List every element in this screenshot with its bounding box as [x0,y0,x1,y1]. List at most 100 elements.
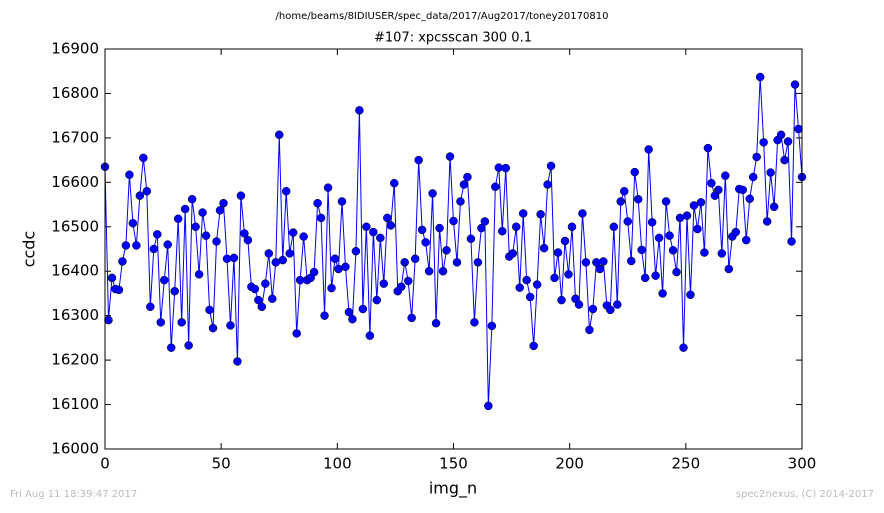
footer-left: Fri Aug 11 18:39:47 2017 [10,489,137,500]
data-point [208,323,218,333]
footer-right: spec2nexus, (C) 2014-2017 [736,489,874,500]
data-point [463,172,472,182]
data-point [546,161,556,171]
data-point [114,285,124,295]
x-tick-label: 250 [672,455,701,473]
data-point [783,137,793,146]
data-point [313,198,322,208]
data-point [452,258,462,267]
data-point [330,254,340,264]
data-point [585,325,594,335]
y-tick-label: 16600 [51,173,99,191]
data-point [316,213,326,223]
y-axis-label: ccdc [20,231,39,268]
data-point [578,209,587,218]
data-point [518,209,528,218]
data-point [194,270,204,279]
data-point [187,194,197,204]
data-point [470,318,479,327]
data-point [741,235,751,245]
data-point [637,245,646,255]
data-point [424,266,434,276]
data-point [386,221,396,230]
data-point [449,216,458,226]
data-point [651,271,660,280]
data-point [431,318,441,328]
data-point [156,318,166,327]
data-point [456,197,465,206]
x-tick-label: 200 [555,455,584,473]
data-point [292,329,301,338]
data-point [665,231,674,240]
data-point [132,241,141,250]
data-point [633,194,643,204]
data-point [236,191,246,200]
data-point [748,172,758,182]
data-point [700,248,709,257]
data-point [658,289,667,298]
chart-title: /home/beams/8IDIUSER/spec_data/2017/Aug2… [276,11,609,22]
data-point [532,280,542,289]
data-point [212,237,221,246]
data-point [250,284,260,294]
data-point [118,257,127,266]
data-point [222,254,232,264]
data-point [288,228,298,237]
data-point [309,267,319,277]
data-point [376,233,385,243]
data-point [191,222,200,232]
data-point [630,167,639,177]
data-point [609,222,619,232]
data-point [407,313,416,323]
data-point [717,249,727,258]
data-point [616,197,626,206]
data-point [686,290,695,300]
data-point [522,275,531,285]
data-point [623,217,632,226]
data-point [477,223,486,233]
y-tick-label: 16800 [51,84,99,102]
data-point [626,256,636,266]
y-tick-label: 16100 [51,395,99,413]
data-point [323,183,333,192]
data-point [344,307,354,317]
data-point [752,152,761,162]
x-axis-label: img_n [429,479,477,499]
data-point [762,217,772,226]
data-point [560,236,570,246]
data-point [281,186,291,196]
data-point [668,246,678,255]
data-point [759,138,768,147]
data-point [581,258,591,267]
data-point [257,302,267,312]
x-tick-label: 50 [212,455,231,473]
data-point [341,262,350,272]
y-tick-label: 16300 [51,306,99,324]
data-point [724,264,734,274]
data-point [644,145,653,154]
data-point [400,258,409,267]
data-point [738,185,748,195]
data-point [707,178,716,188]
x-tick-label: 100 [323,455,352,473]
data-point [557,295,566,305]
data-point [396,282,406,292]
data-point [351,246,361,256]
data-point [445,152,455,161]
data-point [466,234,476,244]
data-point [484,401,493,411]
data-point [588,304,598,314]
data-line [104,76,803,406]
data-point [654,233,664,243]
data-point [173,214,183,224]
data-point [755,72,765,82]
data-point [498,226,507,236]
data-point [620,186,629,196]
y-tick-label: 16700 [51,128,99,146]
chart-subtitle: #107: xpcsscan 300 0.1 [374,31,532,46]
data-point [787,237,796,246]
data-point [128,218,138,228]
data-point [693,224,702,234]
data-point [414,155,423,165]
